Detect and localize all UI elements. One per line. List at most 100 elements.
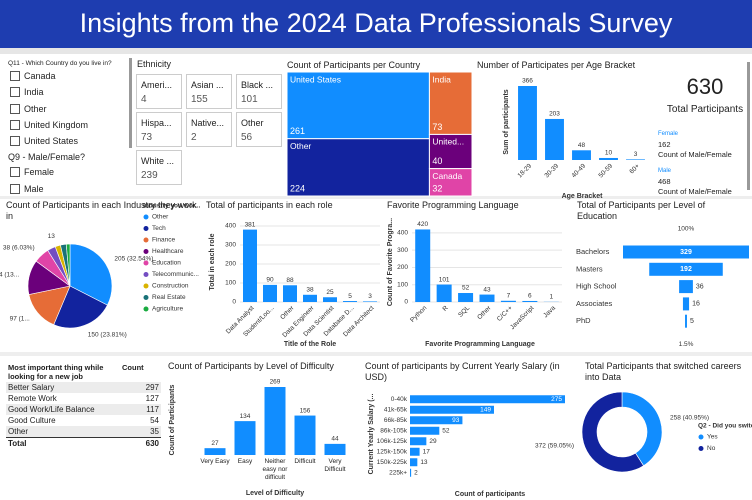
- bar: [263, 284, 277, 302]
- slicer-item[interactable]: Other: [10, 103, 47, 114]
- slice: [69, 243, 113, 306]
- bar: [303, 294, 317, 302]
- data-label: 38 (6.03%): [3, 245, 35, 252]
- data-label: 156: [300, 407, 311, 414]
- legend-label: Real Estate: [152, 294, 186, 301]
- card-label: Native...: [191, 118, 225, 128]
- slicer-label: India: [24, 87, 44, 98]
- data-label: 5: [690, 318, 694, 325]
- category-label: Masters: [576, 264, 603, 273]
- card-label: Black ...: [241, 80, 274, 90]
- data-label: 84 (13...: [0, 272, 19, 279]
- data-label: 27: [211, 440, 219, 447]
- legend-label: Agriculture: [152, 306, 183, 313]
- slicer-item[interactable]: Canada: [10, 71, 56, 81]
- legend-swatch: [143, 237, 149, 243]
- funnel-bottom-label: 1.5%: [679, 341, 694, 348]
- slicer-label: Male: [24, 184, 44, 194]
- data-label: 7: [507, 293, 511, 300]
- tile-value: 224: [290, 183, 305, 193]
- card-label: White ...: [141, 156, 175, 166]
- y-axis-title: Sum of participants: [503, 89, 510, 154]
- table-cell: 297: [145, 383, 159, 392]
- funnel-bar: [685, 314, 687, 328]
- data-label: 1: [549, 294, 553, 301]
- tile-value: 261: [290, 126, 305, 136]
- card-label: Female: [658, 131, 679, 137]
- table-cell: 127: [145, 394, 159, 403]
- slicer-title: Q9 - Male/Female?: [8, 152, 86, 162]
- checkbox[interactable]: [10, 71, 20, 81]
- checkbox[interactable]: [10, 103, 20, 114]
- chart-title: Total of Participants per Level of Educa…: [577, 200, 706, 221]
- bar: [264, 387, 286, 455]
- card-value: 155: [191, 94, 208, 105]
- x-axis-title: Favorite Programming Language: [425, 341, 535, 348]
- y-axis-title: Count of Favorite Progra...: [387, 218, 394, 306]
- y-tick-label: 150k-225k: [377, 459, 408, 466]
- bar: [415, 229, 431, 302]
- card-value: 4: [141, 94, 147, 105]
- card-label: Hispa...: [141, 118, 172, 128]
- checkbox[interactable]: [10, 119, 20, 130]
- data-label: 366: [522, 78, 533, 85]
- section-title: Ethnicity: [137, 59, 172, 69]
- slice: [581, 391, 644, 473]
- slicer-item[interactable]: United States: [10, 136, 79, 147]
- y-tick-label: 225k+: [389, 469, 407, 476]
- kpi-label: Total Participants: [666, 104, 744, 115]
- table-cell: Good Culture: [8, 416, 56, 425]
- table-cell: Other: [8, 427, 29, 436]
- column-header: Most important thing while looking for a…: [8, 363, 104, 381]
- legend-swatch: [143, 272, 149, 277]
- y-tick-label: 0: [232, 299, 236, 306]
- x-tick-label: Difficult: [294, 458, 316, 465]
- slicer-item[interactable]: Female: [10, 167, 54, 177]
- slicer-label: United States: [24, 136, 79, 147]
- bar: [410, 405, 494, 414]
- data-label: 36: [696, 283, 704, 290]
- slicer-item[interactable]: United Kingdom: [10, 119, 88, 130]
- card-label: Other: [241, 118, 264, 128]
- x-axis-title: Level of Difficulty: [246, 490, 304, 497]
- x-tick-label: Neither easy nor difficult: [262, 458, 288, 481]
- card-label: Asian ...: [191, 80, 224, 90]
- y-tick-label: 66k-85k: [384, 417, 408, 424]
- legend-label: Yes: [707, 434, 718, 441]
- card-value: 56: [241, 132, 253, 143]
- slicer-title: Q11 - Which Country do you live in?: [8, 60, 112, 67]
- x-tick-label: SQL: [457, 304, 471, 318]
- legend-swatch: [143, 214, 149, 220]
- chart-title: Count of Participants in each Industry t…: [6, 200, 197, 221]
- bar: [294, 415, 316, 455]
- bar: [323, 297, 337, 302]
- card-value: 468: [658, 177, 671, 186]
- tile-label: India: [432, 74, 451, 84]
- bar: [283, 285, 297, 302]
- scrollbar: [747, 62, 750, 190]
- tile-label: Canada: [432, 171, 462, 181]
- x-tick-label: Java: [542, 304, 557, 319]
- x-tick-label: 18-29: [516, 162, 533, 179]
- kpi-value: 630: [686, 74, 724, 99]
- checkbox[interactable]: [10, 87, 20, 98]
- bar: [410, 426, 440, 435]
- data-label: 38: [306, 286, 314, 293]
- checkbox[interactable]: [10, 184, 20, 194]
- card-value: 162: [658, 140, 671, 149]
- data-label: 13: [48, 233, 56, 240]
- legend-swatch: [143, 226, 149, 231]
- card-value: 239: [141, 170, 158, 181]
- checkbox[interactable]: [10, 136, 20, 147]
- checkbox[interactable]: [10, 167, 20, 177]
- slicer-item[interactable]: India: [10, 87, 44, 98]
- data-label: 150 (23.81%): [88, 332, 127, 339]
- y-tick-label: 200: [397, 264, 408, 271]
- slicer-item[interactable]: Male: [10, 184, 44, 194]
- bar: [410, 437, 427, 446]
- card-value: 73: [141, 132, 153, 143]
- bar: [343, 301, 357, 302]
- tile-value: 40: [432, 156, 442, 166]
